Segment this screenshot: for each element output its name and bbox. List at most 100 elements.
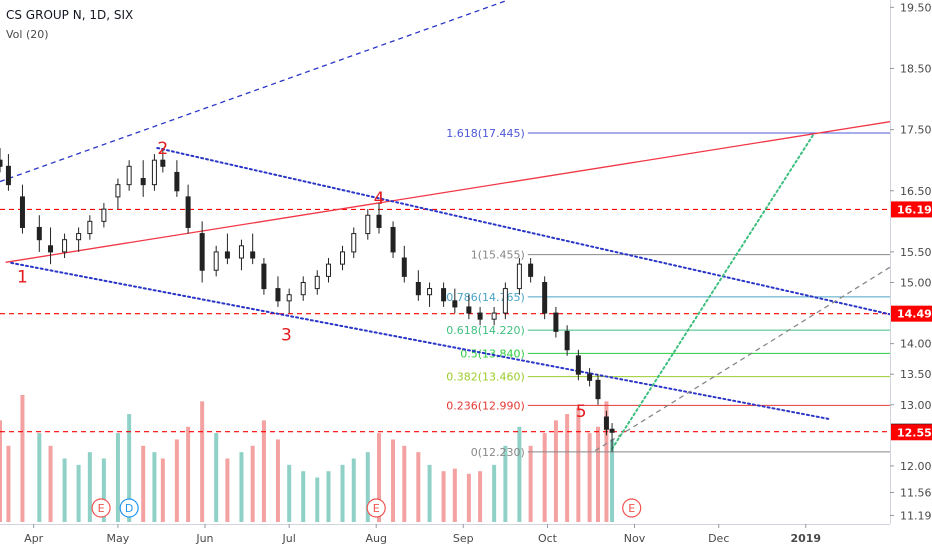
volume-bar [492,464,497,522]
price-label-text: 12.550 [897,426,932,439]
x-tick-label: Apr [24,532,44,545]
volume-bar [287,464,292,522]
candle-body [101,208,107,222]
y-tick-label: 15.500 [900,246,932,259]
volume-bar [275,439,280,522]
candle-body [390,226,396,253]
fib-level-label: 0.786(14.765) [446,291,525,304]
candle-body [542,281,548,314]
volume-bar [553,420,558,522]
x-tick-label: Jul [282,532,296,545]
candle-body [314,275,320,290]
candle-body [516,263,522,290]
y-tick-label: 15.000 [900,276,932,289]
candle-body [286,294,292,302]
volume-bar [340,464,345,522]
x-tick-label: Sep [453,532,474,545]
candle-body [224,251,230,259]
candle-body [595,379,601,400]
volume-bar [351,458,356,522]
channel-bottom [10,261,830,420]
x-tick-label: Nov [624,532,646,545]
candle-body [48,245,54,253]
candle-body [365,214,371,235]
fib-level-label: 0(12.230) [471,446,525,459]
volume-bar [141,445,146,522]
candle-body [441,288,447,302]
candle-body [528,263,534,277]
volume-bar [326,471,331,522]
candle-body [160,159,166,167]
wave-label: 5 [576,402,587,422]
y-tick-label: 19.500 [900,1,932,14]
price-label-box [891,305,932,322]
price-label-text: 16.195 [897,203,932,216]
volume-bar [517,426,522,522]
candle-body [427,288,433,296]
fib-level-label: 1.618(17.445) [446,127,525,140]
volume-bar [174,439,179,522]
event-marker [91,498,111,518]
volume-bar [377,433,382,522]
fib-level-label: 0.618(14.220) [446,324,525,337]
y-tick-label: 13.500 [900,368,932,381]
volume-bar [402,445,407,522]
volume-bar [565,414,570,522]
volume-bar [160,458,165,522]
candle-body [140,178,146,186]
wave-label: 3 [281,325,292,345]
candle-body [340,251,346,265]
candle-body [250,251,256,259]
volume-bar [127,414,132,522]
x-tick-label: Jun [195,532,213,545]
volume-indicator-label: Vol (20) [6,28,49,41]
volume-bar [101,458,106,522]
candle-body [76,233,82,241]
gray-dashed-line [594,266,891,452]
candle-body [351,233,357,253]
candle-body [275,288,281,302]
candle-body [199,233,205,271]
candle-body [62,239,68,253]
event-marker-label: E [628,502,635,515]
candle-body [5,165,11,186]
candle-body [415,281,421,296]
fib-level-label: 0.236(12.990) [446,399,525,412]
volume-bar [250,445,255,522]
volume-bar [365,452,370,522]
candle-body [213,251,219,271]
candle-body [376,214,382,228]
volume-bar [587,433,592,522]
volume-bar [0,420,2,522]
volume-bar [62,458,67,522]
candle-body [502,288,508,314]
fib-level-label: 1(15.455) [471,249,525,262]
candle-body [151,159,157,186]
volume-bar [466,473,471,522]
volume-bar [20,395,25,522]
y-tick-label: 13.000 [900,399,932,412]
volume-bar [186,426,191,522]
candle-body [126,165,132,186]
x-tick-label: 2019 [790,532,821,545]
event-marker-label: E [373,502,380,515]
volume-bar [452,468,457,522]
volume-bar [503,445,508,522]
candle-body [87,220,93,235]
volume-bar [315,477,320,522]
volume-bar [416,452,421,522]
wave-label: 1 [17,267,28,287]
volume-bar [115,433,120,522]
event-marker-label: E [98,502,105,515]
volume-bar [542,433,547,522]
volume-bar [604,401,609,522]
y-tick-label: 11.565 [900,487,932,500]
channel-top [156,146,891,316]
wave-label: 4 [374,189,385,209]
y-tick-label: 14.000 [900,338,932,351]
candle-body [238,245,244,259]
volume-bar [76,464,81,522]
red-trend-line [5,121,891,263]
volume-bar [214,433,219,522]
